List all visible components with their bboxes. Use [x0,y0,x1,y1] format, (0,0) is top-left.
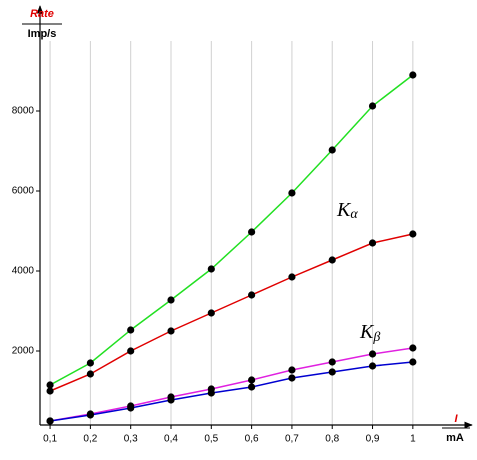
annotation: Kα [336,199,358,223]
data-point [409,230,417,238]
data-point [207,309,215,317]
series-line [49,74,414,386]
x-tick-label: 0,2 [83,434,97,445]
y-axis-label: Rate [30,8,54,20]
x-tick-label: 0,8 [325,434,339,445]
data-point [368,350,377,358]
x-tick-label: 0,6 [245,434,259,445]
y-tick-label: 2000 [12,346,35,357]
x-axis-label: I [454,413,458,425]
annotation-sub: β [372,330,380,345]
data-point [127,404,135,412]
x-tick-label: 0,3 [124,434,138,445]
series-line [49,347,413,422]
y-tick-label: 6000 [12,186,35,197]
data-point [368,239,377,247]
data-point [46,417,54,425]
y-tick-label: 8000 [12,106,35,117]
data-point [46,387,54,395]
data-point [86,359,94,367]
data-point [288,273,296,281]
annotation-text: K [336,199,352,221]
series-line [49,233,414,392]
annotation-sub: α [350,207,358,222]
data-point [409,71,417,79]
y-axis-unit: Imp/s [28,28,57,40]
x-axis-unit: mA [446,432,464,444]
data-point [248,291,256,299]
data-point [167,327,175,335]
x-tick-label: 0,4 [164,434,178,445]
data-point [368,102,377,110]
data-point [207,389,215,397]
data-point [328,256,336,264]
x-tick-label: 1 [410,434,416,445]
x-tick-label: 0,9 [366,434,380,445]
data-point [288,374,296,382]
data-point [409,358,417,366]
data-point [248,376,256,384]
data-point [86,370,94,378]
series-line [49,361,413,422]
data-point [409,344,417,352]
data-point [328,358,336,366]
data-point [328,368,336,376]
x-tick-label: 0,5 [204,434,218,445]
annotation: Kβ [359,321,380,346]
data-point [288,366,296,374]
data-point [167,296,175,304]
data-point [167,396,175,404]
data-point [207,265,215,273]
data-point [127,326,135,334]
data-point [288,189,296,197]
y-tick-label: 4000 [12,266,35,277]
data-point [86,411,94,419]
data-point [46,381,54,389]
data-point [368,362,377,370]
data-point [328,146,336,154]
data-point [248,383,256,391]
x-tick-label: 0,7 [285,434,299,445]
x-tick-label: 0,1 [43,434,57,445]
annotation-text: K [359,321,375,343]
data-point [127,347,135,355]
data-point [248,228,256,236]
